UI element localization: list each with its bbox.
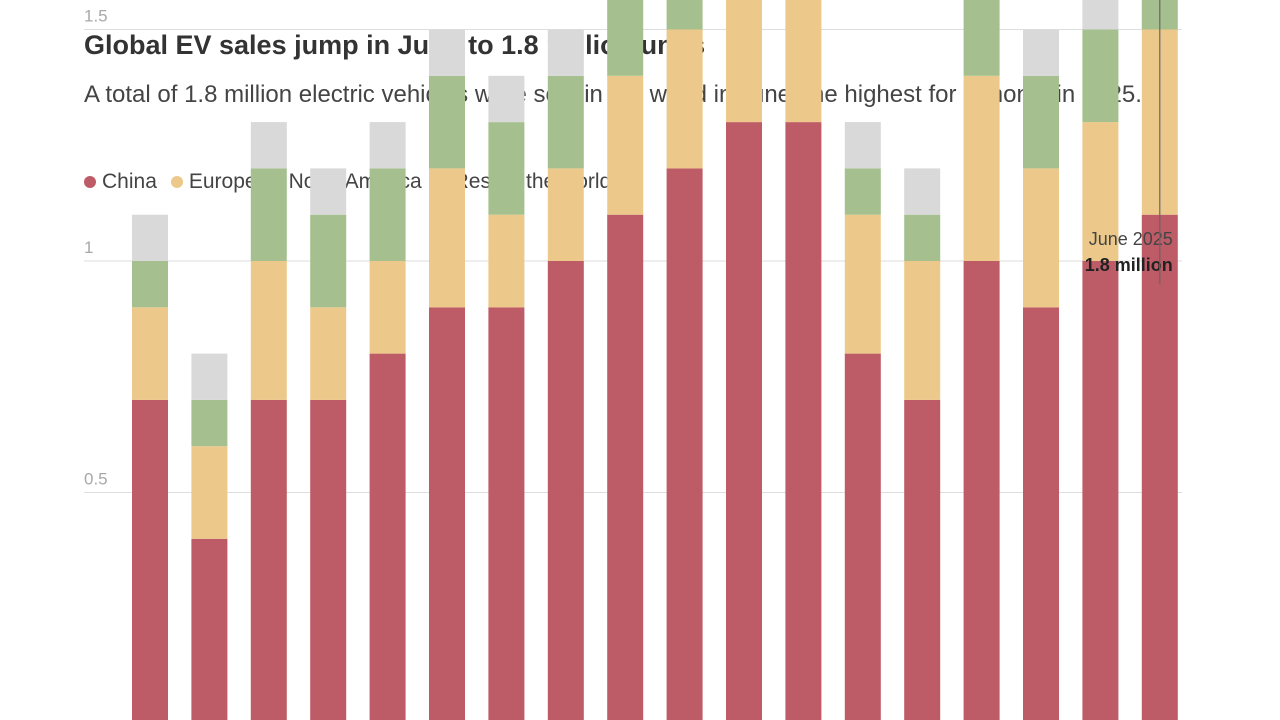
bar-segment-rest-of-the-world bbox=[250, 122, 287, 169]
bar-segment-china bbox=[666, 168, 703, 720]
bar-segment-europe bbox=[250, 261, 287, 400]
bar-series bbox=[132, 0, 1178, 720]
bar-segment-china bbox=[250, 399, 287, 720]
bar-segment-china bbox=[547, 261, 584, 720]
legend-item-europe: Europe bbox=[170, 170, 257, 194]
bar-segment-rest-of-the-world bbox=[191, 353, 228, 400]
bar-segment-china bbox=[369, 353, 406, 720]
chart-title: Global EV sales jump in June to 1.8 mill… bbox=[84, 30, 706, 60]
bar-segment-rest-of-the-world bbox=[1023, 29, 1059, 76]
bar-segment-north-america bbox=[904, 214, 941, 261]
bar-segment-europe bbox=[726, 0, 762, 123]
annotation-value: 1.8 million bbox=[1085, 255, 1173, 275]
bar-segment-china bbox=[785, 122, 822, 720]
bar-segment-europe bbox=[310, 307, 347, 400]
bar-segment-rest-of-the-world bbox=[1082, 0, 1119, 30]
bar-segment-europe bbox=[1023, 168, 1059, 308]
bar-segment-rest-of-the-world bbox=[488, 75, 525, 123]
bar-segment-china bbox=[191, 538, 228, 720]
bar-segment-north-america bbox=[1082, 29, 1119, 123]
bar-segment-china bbox=[429, 307, 465, 720]
bar-segment-rest-of-the-world bbox=[547, 29, 584, 76]
bar-segment-europe bbox=[191, 446, 228, 539]
bar-segment-north-america bbox=[666, 0, 703, 30]
bar-segment-north-america bbox=[310, 214, 347, 308]
legend-swatch-europe bbox=[170, 176, 183, 188]
bar-segment-north-america bbox=[607, 0, 644, 76]
bar-segment-europe bbox=[666, 29, 703, 169]
bar-segment-europe bbox=[963, 75, 1000, 261]
bar-segment-china bbox=[1141, 214, 1178, 720]
bar-segment-north-america bbox=[191, 399, 228, 447]
bar-segment-china bbox=[726, 122, 762, 720]
bar-segment-rest-of-the-world bbox=[844, 122, 881, 169]
bar-segment-rest-of-the-world bbox=[132, 214, 168, 261]
bar-segment-rest-of-the-world bbox=[369, 122, 406, 169]
y-tick-label: 0.5 bbox=[84, 470, 108, 489]
bar-segment-europe bbox=[429, 168, 465, 308]
bar-segment-china bbox=[132, 399, 168, 720]
annotation: June 2025 1.8 million bbox=[1085, 0, 1173, 284]
bar-segment-rest-of-the-world bbox=[904, 168, 941, 215]
bar-segment-china bbox=[844, 353, 881, 720]
bar-segment-north-america bbox=[132, 261, 168, 308]
bar-segment-europe bbox=[844, 214, 881, 354]
bar-segment-rest-of-the-world bbox=[429, 29, 465, 76]
bar-segment-europe bbox=[547, 168, 584, 261]
bar-segment-china bbox=[607, 214, 644, 720]
bar-segment-china bbox=[904, 399, 941, 720]
bar-segment-north-america bbox=[369, 168, 406, 261]
legend-label-europe: Europe bbox=[188, 170, 257, 193]
bar-segment-north-america bbox=[429, 75, 465, 169]
bar-segment-north-america bbox=[844, 168, 881, 215]
bar-segment-china bbox=[1023, 307, 1059, 720]
legend-label-china: China bbox=[102, 170, 157, 193]
bar-segment-europe bbox=[904, 261, 941, 400]
bar-segment-europe bbox=[488, 214, 525, 308]
annotation-date: June 2025 bbox=[1089, 229, 1173, 249]
legend-swatch-china bbox=[84, 176, 96, 188]
bar-segment-china bbox=[963, 261, 1000, 720]
bar-segment-north-america bbox=[488, 122, 525, 215]
bar-segment-europe bbox=[785, 0, 822, 123]
bar-segment-north-america bbox=[1023, 75, 1059, 169]
legend-item-china: China bbox=[84, 170, 157, 194]
bar-segment-china bbox=[310, 399, 347, 720]
bar-segment-europe bbox=[607, 75, 644, 215]
bar-segment-rest-of-the-world bbox=[310, 168, 347, 215]
bar-segment-north-america bbox=[250, 168, 287, 261]
bar-segment-china bbox=[488, 307, 525, 720]
y-tick-label: 1.5 bbox=[84, 7, 108, 26]
bar-segment-north-america bbox=[547, 75, 584, 169]
y-tick-label: 1 bbox=[84, 238, 93, 257]
bar-segment-europe bbox=[132, 307, 168, 400]
bar-segment-europe bbox=[1082, 122, 1119, 261]
bar-segment-china bbox=[1082, 261, 1119, 720]
bar-segment-north-america bbox=[963, 0, 1000, 76]
bar-segment-europe bbox=[369, 261, 406, 354]
